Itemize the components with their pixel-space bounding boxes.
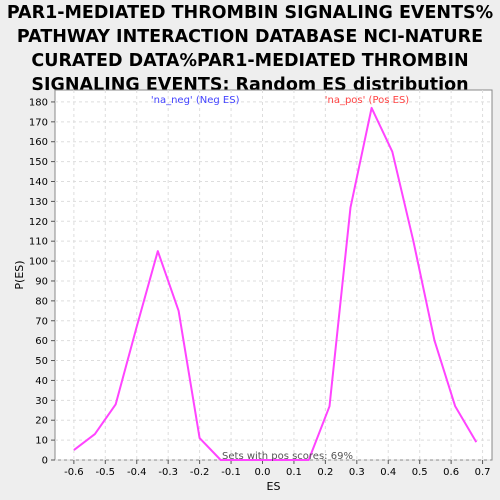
x-tick-label: 0.6 [443, 467, 459, 478]
title-line-2: PATHWAY INTERACTION DATABASE NCI-NATURE [16, 27, 484, 47]
y-tick-label: 140 [29, 177, 48, 188]
y-tick-label: 10 [35, 436, 48, 447]
x-tick-label: 0.7 [475, 467, 491, 478]
pos-scores-footer: Sets with pos scores: 69% [222, 451, 353, 462]
title-line-3: CURATED DATA%PAR1-MEDIATED THROMBIN [31, 51, 469, 71]
y-tick-label: 40 [35, 376, 48, 387]
y-tick-label: 60 [35, 336, 48, 347]
y-axis-title: P(ES) [13, 260, 26, 289]
y-tick-label: 150 [29, 157, 48, 168]
x-tick-label: -0.2 [190, 467, 210, 478]
x-tick-label: 0.4 [380, 467, 396, 478]
neg-es-annotation: 'na_neg' (Neg ES) [151, 95, 240, 106]
series-group [73, 106, 478, 461]
title-line-1: PAR1-MEDIATED THROMBIN SIGNALING EVENTS% [6, 3, 494, 23]
x-tick-label: 0.5 [412, 467, 428, 478]
y-tick-label: 110 [29, 237, 48, 248]
x-tick-label: -0.6 [64, 467, 84, 478]
y-tick-label: 50 [35, 356, 48, 367]
x-tick-label: -0.5 [96, 467, 116, 478]
y-tick-label: 170 [29, 117, 48, 128]
x-tick-label: 0.3 [349, 467, 365, 478]
pos-es-annotation: 'na_pos' (Pos ES) [325, 95, 410, 106]
x-tick-label: 0.0 [255, 467, 271, 478]
plot-area [54, 89, 493, 461]
y-tick-label: 90 [35, 276, 48, 287]
axes: 0 10 20 30 40 50 60 70 80 90 100 110 120 130 140 150 160… [29, 97, 491, 478]
y-tick-label: 120 [29, 217, 48, 228]
y-tick-label: 180 [29, 97, 48, 108]
y-tick-label: 70 [35, 316, 48, 327]
x-tick-label: 0.1 [286, 467, 302, 478]
x-tick-label: -0.4 [127, 467, 147, 478]
y-tick-label: 160 [29, 137, 48, 148]
x-axis-title: ES [267, 480, 281, 493]
y-tick-label: 100 [29, 257, 48, 268]
y-tick-label: 0 [42, 456, 48, 467]
y-tick-label: 20 [35, 416, 48, 427]
x-tick-label: 0.2 [317, 467, 333, 478]
y-tick-label: 30 [35, 396, 48, 407]
y-tick-label: 80 [35, 296, 48, 307]
y-tick-label: 130 [29, 197, 48, 208]
x-tick-label: -0.1 [221, 467, 241, 478]
x-tick-label: -0.3 [158, 467, 178, 478]
es-distribution-line [73, 106, 478, 461]
